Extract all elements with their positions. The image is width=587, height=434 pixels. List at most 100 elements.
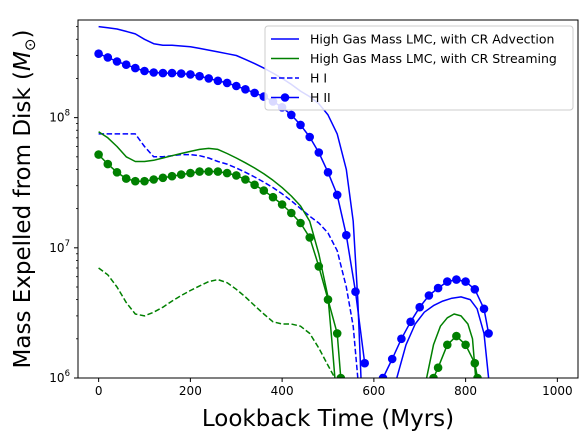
series-point-adv-hii: [167, 68, 177, 78]
series-point-str-hii: [186, 168, 195, 178]
series-point-adv-hii: [296, 120, 305, 130]
y-tick-label: 107: [49, 239, 70, 255]
series-point-str-hii: [94, 150, 103, 159]
series-point-str-hii: [473, 373, 482, 378]
series-point-adv-hii: [103, 53, 113, 62]
series-point-str-hii: [332, 329, 342, 338]
series-point-adv-hii: [232, 81, 241, 91]
series-line-adv-hi: [98, 133, 359, 378]
series-point-str-hii: [140, 176, 149, 186]
series-point-adv-hii: [213, 76, 223, 86]
series-line-adv-total: [396, 296, 490, 378]
series-point-str-hii: [268, 192, 278, 202]
series-point-str-hii: [305, 233, 315, 242]
series-point-adv-hii: [387, 354, 397, 364]
series-point-str-hii: [287, 208, 296, 218]
series-point-adv-hii: [342, 230, 351, 240]
x-axis-label: Lookback Time (Myrs): [202, 406, 454, 432]
series-point-adv-hii: [176, 69, 186, 78]
legend-marker: [280, 93, 290, 102]
legend-label: High Gas Mass LMC, with CR Streaming: [310, 51, 557, 66]
series-line-str-total: [425, 313, 477, 378]
series-point-str-hii: [167, 171, 177, 181]
series-point-str-hii: [336, 373, 346, 378]
series-point-adv-hii: [112, 57, 122, 66]
series-line-str-total: [98, 131, 336, 378]
series-point-adv-hii: [94, 49, 103, 58]
series-point-adv-hii: [433, 283, 443, 293]
series-point-adv-hii: [484, 329, 493, 338]
series-point-adv-hii: [452, 275, 461, 284]
series-point-adv-hii: [378, 373, 388, 378]
series-point-str-hii: [103, 159, 113, 169]
series-point-str-hii: [250, 180, 259, 190]
series-point-adv-hii: [121, 60, 131, 69]
series-point-adv-hii: [195, 71, 204, 81]
series-line-adv-total: [98, 25, 362, 378]
legend-label: H II: [310, 90, 331, 105]
series-point-str-hii: [222, 168, 232, 178]
series-point-str-hii: [204, 167, 213, 176]
series-layer: [94, 25, 493, 378]
series-point-str-hii: [121, 174, 131, 183]
series-point-str-hii: [443, 340, 452, 350]
legend-box: [264, 25, 574, 111]
series-point-str-hii: [158, 173, 168, 183]
series-point-str-hii: [213, 167, 223, 176]
series-point-str-hii: [314, 262, 324, 271]
series-point-str-hii: [452, 331, 461, 341]
series-point-str-hii: [149, 175, 158, 184]
series-point-adv-hii: [406, 317, 415, 327]
series-point-adv-hii: [149, 68, 158, 77]
series-point-adv-hii: [424, 291, 434, 300]
series-point-adv-hii: [305, 132, 315, 142]
series-point-adv-hii: [241, 85, 250, 94]
series-point-str-hii: [232, 171, 241, 180]
series-point-adv-hii: [397, 334, 406, 344]
series-point-str-hii: [277, 200, 287, 209]
series-point-adv-hii: [323, 168, 333, 177]
series-point-str-hii: [429, 373, 438, 378]
series-point-adv-hii: [314, 148, 324, 157]
series-point-str-hii: [112, 168, 122, 177]
series-point-adv-hii: [204, 74, 213, 83]
x-tick-label: 800: [454, 384, 477, 398]
x-tick-label: 400: [271, 384, 294, 398]
x-tick-label: 600: [362, 384, 385, 398]
series-point-str-hii: [296, 218, 305, 228]
series-point-adv-hii: [415, 302, 425, 312]
x-tick-label: 200: [179, 384, 202, 398]
series-point-adv-hii: [332, 190, 342, 200]
series-point-adv-hii: [222, 78, 232, 88]
series-point-adv-hii: [131, 63, 140, 73]
series-point-adv-hii: [140, 66, 149, 76]
series-point-str-hii: [433, 363, 443, 373]
legend-label: High Gas Mass LMC, with CR Advection: [310, 32, 554, 47]
y-tick-label: 106: [49, 369, 70, 385]
series-point-adv-hii: [479, 304, 489, 314]
series-point-adv-hii: [158, 68, 168, 78]
series-point-str-hii: [259, 186, 269, 195]
y-tick-label: 108: [49, 109, 70, 125]
series-point-str-hii: [470, 358, 480, 368]
plot-frame: [77, 19, 579, 379]
series-point-str-hii: [176, 170, 186, 179]
series-point-str-hii: [195, 167, 204, 176]
legend-label: H I: [310, 71, 327, 86]
series-point-adv-hii: [461, 277, 470, 286]
series-point-str-hii: [241, 175, 250, 184]
series-point-adv-hii: [186, 70, 195, 79]
axes-layer: 0 200 400 600 800 1000 106 107 108: [49, 19, 579, 398]
series-point-adv-hii: [470, 285, 480, 294]
series-point-adv-hii: [443, 277, 452, 286]
y-axis-label: Mass Expelled from Disk (M⊙): [10, 30, 39, 369]
series-point-adv-hii: [250, 88, 259, 98]
series-point-adv-hii: [351, 287, 360, 297]
x-tick-label: 0: [95, 384, 103, 398]
series-point-str-hii: [461, 340, 470, 350]
series-point-str-hii: [323, 295, 333, 304]
series-point-adv-hii: [287, 110, 296, 120]
series-line-str-hii: [98, 154, 342, 378]
series-point-str-hii: [131, 176, 140, 186]
